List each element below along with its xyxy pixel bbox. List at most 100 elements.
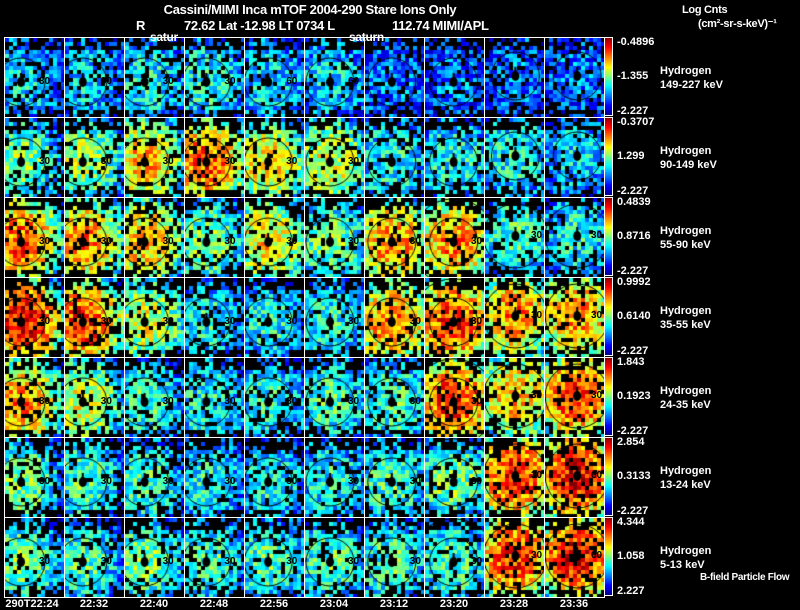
image-panel: 30	[5, 38, 65, 118]
ring-distance-label: 30	[471, 316, 483, 327]
energy-range-label: 35-55 keV	[660, 319, 711, 331]
image-panel: 30	[245, 438, 305, 518]
colorbar-title: Log Cnts	[682, 4, 728, 16]
colorbar-max-label: -0.3707	[617, 116, 655, 128]
ring-distance-label: 30	[100, 236, 112, 247]
image-panel: 30	[305, 118, 365, 198]
heatmap-image	[65, 278, 124, 357]
ring-distance-label: 30	[100, 476, 112, 487]
ring-distance-label: 60	[348, 76, 360, 87]
image-panel: 30	[125, 518, 185, 598]
heatmap-image	[425, 38, 484, 117]
colorbar-mid-label: -1.355	[617, 70, 649, 82]
image-panel: 30	[485, 358, 545, 438]
heatmap-image	[65, 118, 124, 197]
image-panel: 30	[65, 438, 125, 518]
heatmap-image	[365, 438, 424, 517]
heatmap-image	[65, 358, 124, 437]
heatmap-image	[425, 118, 484, 197]
heatmap-image	[5, 438, 64, 517]
energy-range-label: 55-90 keV	[660, 239, 711, 251]
ring-distance-label: 30	[348, 316, 360, 327]
ring-distance-label: 30	[100, 316, 112, 327]
species-label: Hydrogen	[660, 225, 712, 237]
time-tick-label: 22:32	[79, 598, 109, 610]
channel-label: Hydrogen 90-149 keV	[660, 144, 717, 172]
heatmap-image	[545, 278, 604, 357]
channel-label: Hydrogen 55-90 keV	[660, 224, 711, 252]
image-panel	[425, 118, 485, 198]
image-panel	[485, 118, 545, 198]
heatmap-image	[185, 118, 244, 197]
heatmap-image	[425, 198, 484, 277]
energy-range-label: 13-24 keV	[660, 479, 711, 491]
colorbar-max-label: 2.854	[617, 436, 645, 448]
ring-distance-label: 30	[531, 230, 543, 241]
ring-distance-label: 30	[348, 476, 360, 487]
saturn-label: satur	[150, 30, 178, 44]
image-panel: 30	[425, 438, 485, 518]
colorbar-max-label: -0.4896	[617, 36, 655, 48]
heatmap-image	[245, 438, 304, 517]
heatmap-image	[365, 118, 424, 197]
colorbar-min-label: -2.227	[617, 345, 649, 357]
ring-distance-label: 30	[162, 156, 174, 167]
ring-distance-label: 30	[224, 236, 236, 247]
ring-distance-label: 30	[471, 396, 483, 407]
ring-distance-label: 30	[162, 476, 174, 487]
heatmap-image	[485, 118, 544, 197]
ring-distance-label: 30	[224, 476, 236, 487]
ring-distance-label: 30	[409, 556, 421, 567]
ring-distance-label: 30	[409, 476, 421, 487]
footer-note: B-field Particle Flow	[700, 572, 790, 583]
heatmap-image	[245, 38, 304, 117]
image-panel: 30	[65, 358, 125, 438]
image-panel: 30	[185, 278, 245, 358]
image-panel: 30	[185, 518, 245, 598]
ring-distance-label: 30	[39, 76, 51, 87]
heatmap-image	[125, 38, 184, 117]
ring-distance-label: 30	[224, 156, 236, 167]
image-panel: 30	[545, 198, 605, 278]
energy-range-label: 5-13 keV	[660, 559, 705, 571]
image-panel: 30	[245, 358, 305, 438]
ring-distance-label: 30	[100, 556, 112, 567]
heatmap-image	[185, 518, 244, 597]
ring-distance-label: 30	[471, 236, 483, 247]
heatmap-image	[245, 518, 304, 597]
ring-distance-label: 30	[39, 556, 51, 567]
heatmap-image	[425, 358, 484, 437]
ring-distance-label: 30	[100, 396, 112, 407]
time-tick-label: 22:40	[139, 598, 169, 610]
heatmap-image	[65, 438, 124, 517]
ring-distance-label: 30	[286, 156, 298, 167]
ring-distance-label: 30	[39, 396, 51, 407]
image-panel: 30	[425, 358, 485, 438]
image-panel: 30	[305, 278, 365, 358]
image-panel: 30	[545, 278, 605, 358]
image-panel	[425, 38, 485, 118]
ring-distance-label: 60	[591, 470, 603, 481]
ring-distance-label: 30	[348, 396, 360, 407]
plot-title: Cassini/MIMI Inca mTOF 2004-290 Stare Io…	[163, 2, 457, 17]
image-panel	[365, 118, 425, 198]
heatmap-image	[305, 438, 364, 517]
species-label: Hydrogen	[660, 305, 712, 317]
channel-label: Hydrogen 5-13 keV	[660, 544, 711, 572]
ring-distance-label: 30	[591, 230, 603, 241]
heatmap-image	[65, 518, 124, 597]
colorbar	[604, 197, 613, 276]
ring-distance-label: 30	[224, 76, 236, 87]
colorbar-mid-label: 1.299	[617, 150, 645, 162]
time-tick-label: 22:48	[199, 598, 229, 610]
image-grid: 30 30 30 30 60 60 30 30 30 30 30 30 30 30 30 30 30 30 30 30…	[4, 37, 605, 598]
ring-distance-label: 30	[286, 556, 298, 567]
heatmap-image	[365, 358, 424, 437]
heatmap-image	[545, 438, 604, 517]
heatmap-image	[485, 278, 544, 357]
heatmap-image	[185, 38, 244, 117]
colorbar-min-label: -2.227	[617, 265, 649, 277]
channel-label: Hydrogen 24-35 keV	[660, 384, 711, 412]
ring-distance-label: 30	[286, 236, 298, 247]
channel-label: Hydrogen 149-227 keV	[660, 64, 723, 92]
